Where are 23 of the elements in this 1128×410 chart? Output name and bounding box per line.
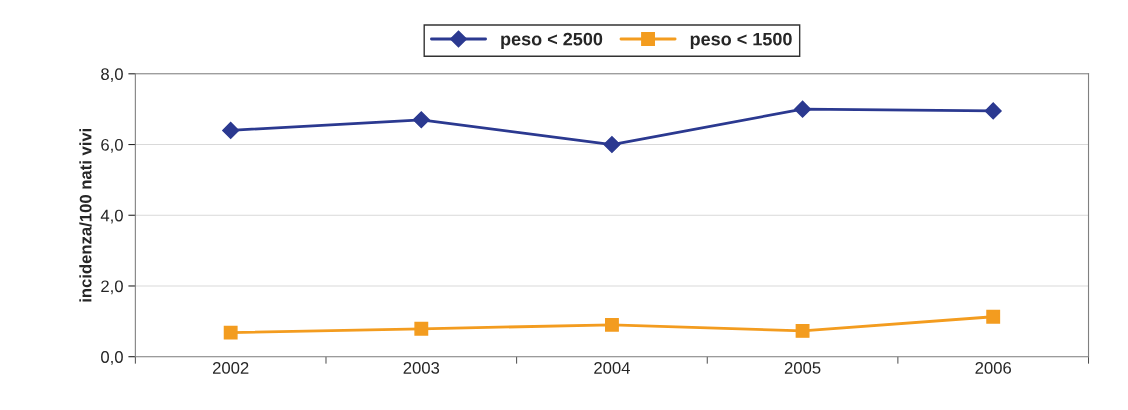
- y-tick-label: 6,0: [101, 138, 123, 153]
- x-tick-label: 2003: [403, 362, 440, 374]
- y-tick-label: 4,0: [100, 209, 123, 224]
- y-axis-title: incidenza/100 nati vivi: [79, 128, 92, 302]
- x-tick-label: 2006: [975, 362, 1012, 374]
- point: [984, 102, 1002, 120]
- point: [412, 111, 430, 129]
- x-tick-label: 2005: [784, 362, 821, 374]
- point: [794, 100, 812, 118]
- x-tick-label: 2004: [594, 362, 630, 374]
- y-tick-label: 2,0: [101, 280, 123, 295]
- point: [223, 325, 238, 340]
- point: [986, 309, 1001, 324]
- point: [795, 323, 810, 338]
- legend-label: peso < 2500: [501, 32, 603, 50]
- x-tick-label: 2002: [212, 362, 249, 374]
- point: [603, 135, 621, 154]
- point: [604, 317, 619, 332]
- y-tick-label: 0,0: [101, 351, 123, 365]
- legend-label: peso < 1500: [690, 32, 792, 50]
- point: [414, 321, 429, 336]
- y-tick-label: 8,0: [101, 68, 123, 82]
- point: [222, 121, 240, 139]
